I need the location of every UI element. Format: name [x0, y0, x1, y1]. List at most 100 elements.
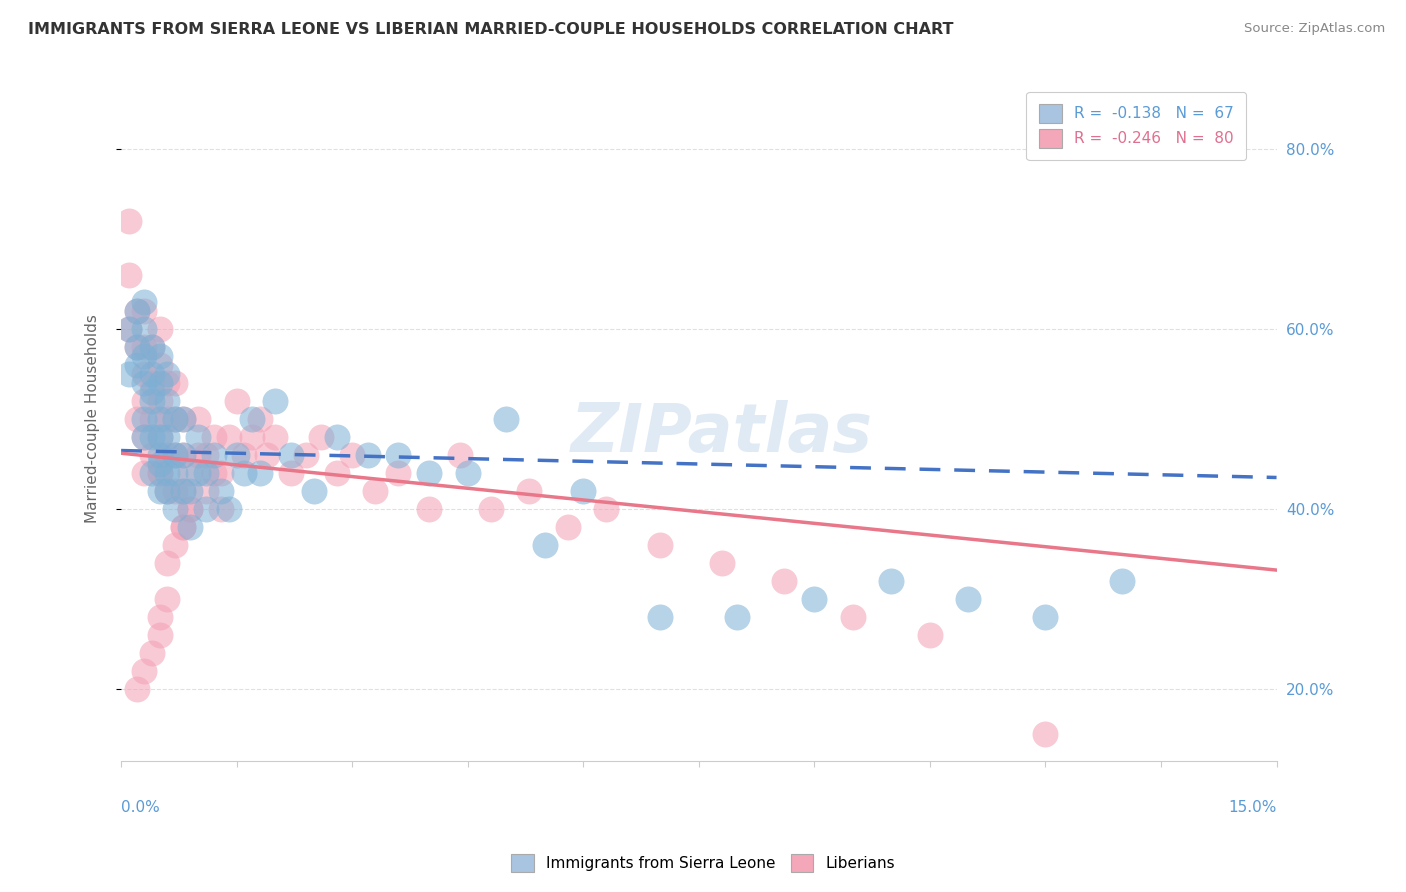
Point — [134, 430, 156, 444]
Point — [165, 448, 187, 462]
Point — [134, 340, 156, 354]
Point — [1111, 574, 1133, 588]
Point — [187, 412, 209, 426]
Point — [202, 430, 225, 444]
Point — [650, 610, 672, 624]
Point — [187, 448, 209, 462]
Point — [533, 538, 555, 552]
Point — [156, 376, 179, 390]
Point — [156, 448, 179, 462]
Text: 15.0%: 15.0% — [1229, 799, 1277, 814]
Point — [165, 412, 187, 426]
Point — [194, 466, 217, 480]
Point — [233, 448, 256, 462]
Point — [149, 457, 172, 471]
Point — [165, 466, 187, 480]
Point — [179, 502, 201, 516]
Point — [118, 367, 141, 381]
Point — [149, 349, 172, 363]
Point — [725, 610, 748, 624]
Point — [134, 322, 156, 336]
Text: 0.0%: 0.0% — [121, 799, 160, 814]
Point — [149, 430, 172, 444]
Point — [149, 483, 172, 498]
Point — [134, 466, 156, 480]
Point — [134, 304, 156, 318]
Point — [149, 358, 172, 372]
Point — [118, 268, 141, 283]
Point — [209, 502, 232, 516]
Point — [209, 483, 232, 498]
Point — [149, 466, 172, 480]
Point — [125, 304, 148, 318]
Point — [179, 502, 201, 516]
Point — [194, 502, 217, 516]
Point — [125, 412, 148, 426]
Point — [156, 412, 179, 426]
Point — [141, 385, 163, 400]
Point — [240, 430, 263, 444]
Point — [457, 466, 479, 480]
Point — [519, 483, 541, 498]
Point — [595, 502, 617, 516]
Point — [202, 466, 225, 480]
Point — [149, 448, 172, 462]
Point — [134, 664, 156, 678]
Point — [134, 367, 156, 381]
Point — [240, 412, 263, 426]
Point — [418, 502, 440, 516]
Point — [172, 448, 194, 462]
Point — [957, 591, 980, 606]
Point — [125, 340, 148, 354]
Point — [650, 538, 672, 552]
Point — [149, 322, 172, 336]
Point — [141, 466, 163, 480]
Point — [1035, 610, 1057, 624]
Point — [233, 466, 256, 480]
Point — [125, 304, 148, 318]
Text: Source: ZipAtlas.com: Source: ZipAtlas.com — [1244, 22, 1385, 36]
Point — [495, 412, 517, 426]
Point — [449, 448, 471, 462]
Point — [156, 483, 179, 498]
Point — [149, 466, 172, 480]
Point — [141, 367, 163, 381]
Point — [218, 502, 240, 516]
Point — [165, 412, 187, 426]
Point — [156, 430, 179, 444]
Point — [803, 591, 825, 606]
Point — [356, 448, 378, 462]
Point — [918, 628, 941, 642]
Point — [156, 367, 179, 381]
Point — [179, 520, 201, 534]
Point — [156, 556, 179, 570]
Point — [225, 448, 247, 462]
Point — [149, 430, 172, 444]
Point — [710, 556, 733, 570]
Legend: Immigrants from Sierra Leone, Liberians: Immigrants from Sierra Leone, Liberians — [503, 846, 903, 880]
Point — [418, 466, 440, 480]
Point — [165, 483, 187, 498]
Point — [311, 430, 333, 444]
Point — [280, 448, 302, 462]
Point — [264, 430, 287, 444]
Text: ZIPatlas: ZIPatlas — [571, 400, 873, 466]
Point — [194, 483, 217, 498]
Point — [141, 340, 163, 354]
Point — [149, 628, 172, 642]
Point — [141, 646, 163, 660]
Point — [172, 412, 194, 426]
Point — [326, 430, 349, 444]
Point — [1035, 727, 1057, 741]
Point — [118, 322, 141, 336]
Point — [225, 394, 247, 409]
Point — [172, 520, 194, 534]
Point — [125, 358, 148, 372]
Point — [149, 376, 172, 390]
Point — [326, 466, 349, 480]
Point — [172, 520, 194, 534]
Point — [179, 466, 201, 480]
Point — [134, 376, 156, 390]
Point — [149, 394, 172, 409]
Point — [141, 448, 163, 462]
